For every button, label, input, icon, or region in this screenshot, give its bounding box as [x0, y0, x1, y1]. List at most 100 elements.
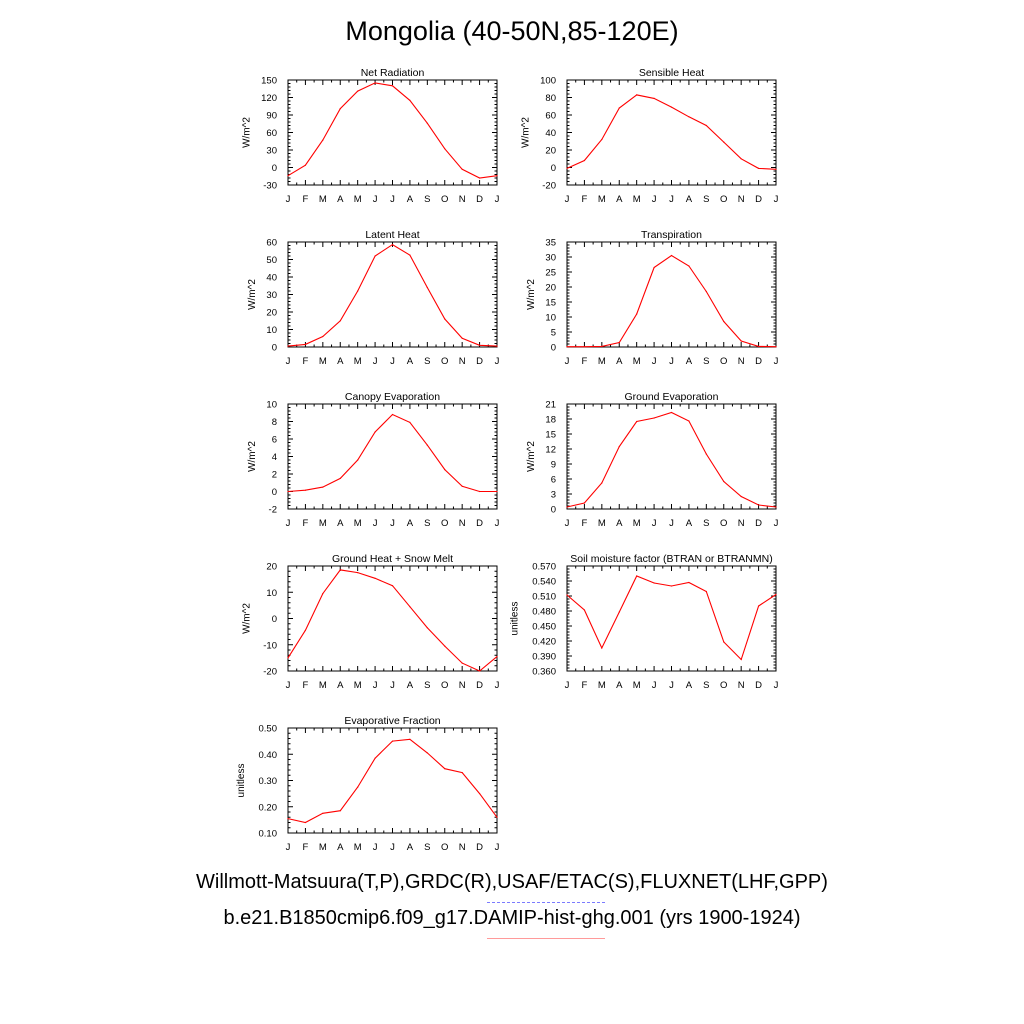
data-point — [566, 506, 568, 508]
legend-model-label: b.e21.B1850cmip6.f09_g17.DAMIP-hist-ghg.… — [223, 907, 801, 929]
data-point — [357, 786, 359, 788]
data-point — [391, 244, 394, 246]
x-tick-label: O — [720, 680, 727, 691]
x-tick-label: J — [652, 194, 657, 205]
y-tick-label: 18 — [545, 415, 556, 426]
data-point — [426, 752, 428, 754]
y-tick-label: 0 — [272, 614, 277, 625]
data-point — [740, 495, 742, 498]
y-axis-label: W/m^2 — [526, 441, 537, 472]
data-point — [357, 90, 359, 92]
x-tick-label: N — [459, 194, 466, 205]
y-tick-label: 40 — [266, 273, 277, 284]
data-point — [618, 445, 620, 448]
y-tick-label: -20 — [542, 181, 556, 192]
y-tick-label: 20 — [266, 562, 277, 573]
x-tick-label: M — [354, 680, 362, 691]
data-point — [618, 341, 620, 344]
data-point — [444, 318, 446, 320]
x-tick-label: F — [582, 194, 588, 205]
y-tick-label: 8 — [272, 417, 277, 428]
data-point — [688, 581, 690, 584]
data-point — [618, 107, 620, 109]
x-tick-label: J — [652, 680, 657, 691]
data-point — [723, 141, 725, 143]
x-tick-label: J — [390, 680, 395, 691]
x-tick-label: N — [738, 356, 745, 367]
x-tick-label: A — [337, 194, 344, 205]
x-tick-label: D — [755, 680, 762, 691]
x-tick-label: M — [319, 680, 327, 691]
data-point — [374, 82, 376, 84]
panel-title: Transpiration — [641, 229, 702, 241]
y-axis-label: unitless — [236, 764, 247, 798]
x-tick-label: O — [441, 842, 448, 853]
y-tick-label: 10 — [545, 313, 556, 324]
data-point — [601, 138, 603, 141]
x-tick-label: J — [565, 194, 570, 205]
y-tick-label: 5 — [551, 328, 556, 339]
x-tick-label: M — [633, 194, 641, 205]
x-tick-label: F — [303, 680, 309, 691]
series-line — [287, 243, 498, 347]
x-tick-label: J — [774, 356, 779, 367]
x-tick-label: D — [476, 518, 483, 529]
y-tick-label: 20 — [266, 308, 277, 319]
data-point — [775, 346, 777, 348]
x-tick-label: J — [390, 194, 395, 205]
x-tick-label: N — [738, 194, 745, 205]
x-tick-label: J — [774, 518, 779, 529]
data-point — [287, 657, 289, 659]
x-tick-label: O — [720, 194, 727, 205]
x-tick-label: J — [390, 356, 395, 367]
data-point — [409, 254, 411, 256]
data-point — [670, 254, 673, 257]
data-point — [496, 175, 498, 177]
data-point — [496, 490, 498, 493]
y-axis-label: W/m^2 — [247, 441, 258, 472]
y-tick-label: 0.10 — [259, 829, 278, 840]
data-point — [426, 444, 428, 446]
data-point — [374, 431, 376, 433]
x-tick-label: A — [337, 680, 344, 691]
y-tick-label: -10 — [263, 640, 277, 651]
panel-frame — [287, 241, 498, 348]
panel-frame — [566, 403, 777, 510]
figure-title: Mongolia (40-50N,85-120E) — [345, 16, 679, 46]
x-tick-label: N — [459, 356, 466, 367]
x-tick-label: J — [390, 518, 395, 529]
x-tick-label: F — [303, 194, 309, 205]
y-tick-label: 2 — [272, 470, 277, 481]
x-tick-label: S — [424, 194, 430, 205]
data-point — [304, 629, 306, 631]
data-point — [357, 290, 359, 292]
x-tick-label: M — [354, 518, 362, 529]
x-tick-label: A — [616, 356, 623, 367]
data-point — [479, 793, 481, 795]
data-point — [688, 116, 690, 118]
data-point — [775, 168, 777, 170]
data-point — [339, 477, 341, 479]
panel-title: Net Radiation — [361, 67, 425, 79]
data-point — [496, 656, 498, 658]
x-tick-label: D — [755, 518, 762, 529]
x-tick-label: O — [441, 680, 448, 691]
series-line — [566, 575, 777, 661]
x-tick-label: F — [582, 356, 588, 367]
x-tick-label: A — [686, 356, 693, 367]
x-tick-label: J — [373, 194, 378, 205]
data-point — [723, 320, 725, 323]
data-point — [479, 344, 481, 346]
data-point — [322, 139, 324, 141]
data-point — [740, 658, 742, 661]
data-point — [583, 346, 586, 348]
x-tick-label: A — [407, 680, 414, 691]
x-tick-label: M — [354, 842, 362, 853]
legend-observations-line — [487, 902, 605, 903]
y-tick-label: 120 — [261, 93, 277, 104]
y-tick-label: 25 — [545, 268, 556, 279]
y-tick-label: 0 — [272, 343, 277, 354]
data-point — [391, 413, 394, 416]
data-point — [566, 346, 568, 348]
